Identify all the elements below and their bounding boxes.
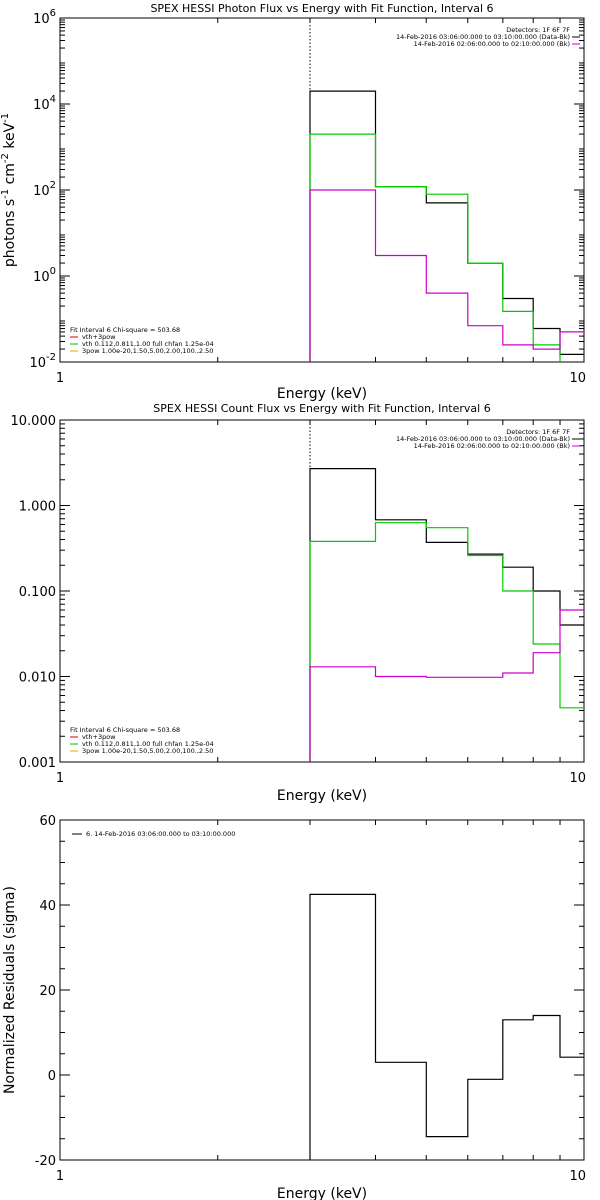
y-tick-label: 0.010 — [19, 671, 56, 686]
legend-header-entry: 14-Feb-2016 03:06:00.000 to 03:10:00.000… — [396, 33, 570, 41]
x-axis-label: Energy (keV) — [277, 788, 367, 804]
series-3-step-line — [309, 189, 584, 362]
legend-header-entry: 14-Feb-2016 02:06:00.000 to 02:10:00.000… — [414, 442, 570, 450]
series-2-step-line — [309, 133, 561, 362]
y-tick-base: 40 — [39, 899, 56, 914]
series-2-step-line — [309, 522, 584, 762]
legend-fit-entry: Fit Interval 6 Chi-square = 503.68 — [70, 326, 180, 334]
legend-header-entry: 14-Feb-2016 02:06:00.000 to 02:10:00.000… — [414, 40, 570, 48]
y-tick-label: 0.100 — [19, 585, 56, 600]
y-tick-base: 60 — [39, 814, 56, 829]
y-label-part: Normalized Residuals (sigma) — [2, 886, 18, 1094]
y-tick-label: 60 — [39, 814, 56, 829]
x-axis-label: Energy (keV) — [277, 1186, 367, 1200]
y-tick-base: 10 — [33, 270, 50, 285]
legend-header-entry: Detectors: 1F 6F 7F — [506, 428, 570, 436]
y-tick-base: 0 — [48, 1069, 56, 1084]
y-label-part: photons s — [2, 199, 18, 267]
series-group — [309, 468, 584, 762]
y-tick-label: 20 — [39, 984, 56, 999]
y-tick-base: 10 — [33, 184, 50, 199]
legend-residual-entry: 6. 14-Feb-2016 03:06:00.000 to 03:10:00.… — [86, 830, 235, 838]
chart-panel-1: SPEX HESSI Photon Flux vs Energy with Fi… — [0, 2, 586, 402]
y-tick-label: 106 — [33, 8, 56, 27]
y-label-exponent: -2 — [0, 153, 11, 163]
y-tick-exponent: 2 — [50, 180, 56, 191]
y-tick-base: 10 — [33, 98, 50, 113]
y-tick-label: 40 — [39, 899, 56, 914]
y-tick-exponent: 0 — [50, 266, 56, 277]
series-1-step-line — [309, 893, 584, 1160]
series-3-step-line — [309, 609, 584, 762]
x-tick-label: 10 — [569, 371, 586, 386]
x-tick-label: 1 — [56, 771, 64, 786]
y-tick-label: 0.001 — [19, 756, 56, 771]
y-tick-label: 102 — [33, 180, 56, 199]
y-tick-label: -20 — [35, 1154, 56, 1169]
series-1-step-line — [309, 468, 584, 762]
y-axis-label: Normalized Residuals (sigma) — [2, 886, 18, 1094]
legend-fit-entry: 3pow 1.00e-20,1.50,5.00,2.00,100.,2.50 — [82, 747, 213, 755]
legend-fit-entry: vth+3pow — [82, 733, 116, 741]
y-tick-base: 0.100 — [19, 585, 56, 600]
chart-panel-3: 1 10 -20 0 20 40 60 Energy (keV) Normalized Resi… — [2, 814, 586, 1200]
y-tick-base: 10 — [33, 12, 50, 27]
y-tick-exponent: 6 — [50, 8, 56, 19]
y-axis-label: photons s-1 cm-2 keV-1 — [0, 113, 18, 267]
y-label-exponent: -1 — [0, 113, 11, 123]
legend-fit-entry: 3pow 1.00e-20,1.50,5.00,2.00,100.,2.50 — [82, 347, 213, 355]
series-group — [309, 893, 584, 1160]
y-tick-exponent: 4 — [50, 94, 56, 105]
y-tick-base: 10 — [29, 356, 46, 371]
y-tick-base: -20 — [35, 1154, 56, 1169]
y-tick-label: 100 — [33, 266, 56, 285]
x-tick-label: 1 — [56, 371, 64, 386]
legend-header-entry: 14-Feb-2016 03:06:00.000 to 03:10:00.000… — [396, 435, 570, 443]
y-tick-exponent: -2 — [46, 352, 56, 363]
y-tick-label: 10-2 — [29, 352, 56, 371]
y-label-exponent: -1 — [0, 189, 11, 199]
x-tick-label: 10 — [569, 771, 586, 786]
chart-title: SPEX HESSI Photon Flux vs Energy with Fi… — [150, 2, 493, 15]
y-tick-base: 10.000 — [11, 414, 57, 429]
y-tick-base: 1.000 — [19, 500, 56, 515]
series-1-step-line — [309, 90, 584, 362]
legend-header-entry: Detectors: 1F 6F 7F — [506, 26, 570, 34]
y-tick-label: 104 — [33, 94, 56, 113]
y-tick-label: 10.000 — [11, 414, 57, 429]
x-axis-label: Energy (keV) — [277, 386, 367, 402]
legend-fit-entry: Fit Interval 6 Chi-square = 503.68 — [70, 726, 180, 734]
legend-fit-entry: vth 0.112,0.811,1.00 full chfan 1.25e-04 — [82, 340, 214, 348]
legend-fit-entry: vth+3pow — [82, 333, 116, 341]
chart-panel-2: SPEX HESSI Count Flux vs Energy with Fit… — [11, 402, 587, 804]
x-tick-label: 1 — [56, 1169, 64, 1184]
y-tick-base: 20 — [39, 984, 56, 999]
y-tick-base: 0.010 — [19, 671, 56, 686]
legend-fit-entry: vth 0.112,0.811,1.00 full chfan 1.25e-04 — [82, 740, 214, 748]
y-tick-label: 0 — [48, 1069, 56, 1084]
y-tick-label: 1.000 — [19, 500, 56, 515]
series-group — [309, 90, 584, 362]
x-tick-label: 10 — [569, 1169, 586, 1184]
plot-frame — [59, 819, 585, 1161]
y-label-part: cm — [2, 163, 18, 189]
y-label-part: keV — [2, 122, 18, 153]
y-tick-base: 0.001 — [19, 756, 56, 771]
chart-title: SPEX HESSI Count Flux vs Energy with Fit… — [153, 402, 490, 415]
